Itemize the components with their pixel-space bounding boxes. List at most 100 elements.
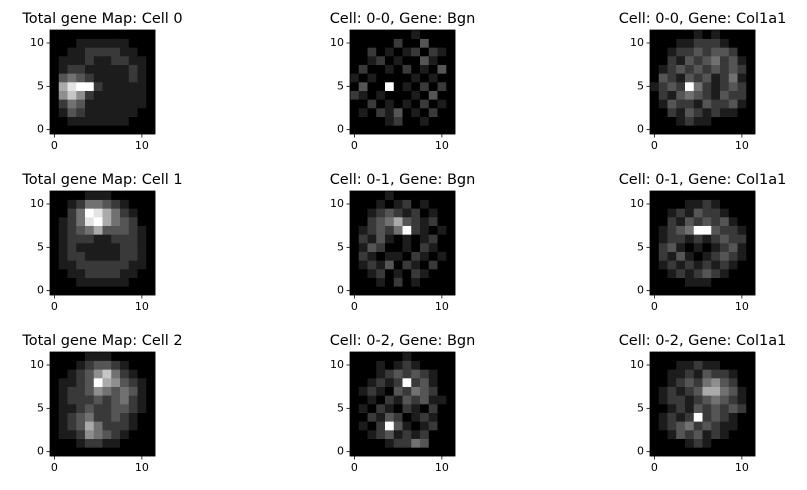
heatmap-cell bbox=[702, 90, 712, 100]
heatmap-cell bbox=[711, 438, 721, 448]
heatmap-cell bbox=[393, 217, 403, 226]
heatmap-cell bbox=[58, 217, 68, 226]
heatmap-cell bbox=[420, 421, 430, 431]
heatmap-cell bbox=[137, 352, 147, 361]
heatmap-cell bbox=[93, 386, 103, 396]
heatmap-cell bbox=[411, 191, 421, 200]
heatmap-cell bbox=[367, 208, 377, 218]
heatmap-cell bbox=[746, 386, 756, 396]
heatmap-cell bbox=[658, 108, 668, 117]
heatmap-cell bbox=[67, 386, 77, 396]
heatmap-cell bbox=[58, 378, 68, 387]
heatmap-cell bbox=[402, 108, 412, 117]
heatmap-cell bbox=[402, 191, 412, 200]
heatmap-cell bbox=[685, 116, 695, 126]
heatmap-cell bbox=[50, 56, 60, 65]
heatmap-cell bbox=[58, 277, 68, 287]
heatmap-cell bbox=[120, 125, 130, 135]
heatmap-cell bbox=[428, 269, 438, 278]
heatmap-cell bbox=[111, 99, 121, 109]
heatmap-cell bbox=[128, 90, 138, 100]
heatmap-cell bbox=[137, 90, 147, 100]
heatmap-cell bbox=[437, 82, 447, 91]
heatmap-cell bbox=[711, 404, 721, 413]
heatmap-cell bbox=[685, 47, 695, 57]
heatmap-cell bbox=[428, 378, 438, 387]
heatmap-cell bbox=[350, 30, 360, 39]
heatmap-cell bbox=[667, 225, 677, 235]
heatmap-cell bbox=[350, 251, 360, 261]
heatmap-cell bbox=[720, 30, 730, 39]
heatmap-cell bbox=[402, 430, 412, 439]
heatmap-cell bbox=[737, 395, 747, 405]
heatmap-cell bbox=[385, 208, 395, 218]
heatmap-cell bbox=[128, 108, 138, 117]
heatmap-cell bbox=[667, 260, 677, 270]
heatmap-cell bbox=[685, 360, 695, 370]
heatmap-cell bbox=[411, 225, 421, 235]
heatmap-cell bbox=[393, 47, 403, 57]
heatmap-cell bbox=[685, 125, 695, 135]
heatmap-cell bbox=[711, 99, 721, 109]
heatmap-cell bbox=[650, 225, 660, 235]
heatmap-cell bbox=[76, 386, 86, 396]
heatmap-cell bbox=[128, 217, 138, 226]
heatmap-cell bbox=[402, 404, 412, 413]
heatmap-cell bbox=[376, 90, 386, 100]
heatmap-cell bbox=[50, 286, 60, 296]
heatmap-cell bbox=[446, 404, 456, 413]
heatmap-cell bbox=[676, 90, 686, 100]
heatmap-cell bbox=[376, 82, 386, 91]
heatmap-cell bbox=[402, 73, 412, 83]
heatmap-cell bbox=[658, 421, 668, 431]
heatmap-cell bbox=[420, 64, 430, 74]
heatmap-cell bbox=[658, 38, 668, 48]
heatmap-cell bbox=[393, 438, 403, 448]
heatmap-cell bbox=[85, 412, 95, 422]
heatmap-cell bbox=[393, 73, 403, 83]
heatmap-cell bbox=[693, 56, 703, 65]
heatmap-cell bbox=[702, 412, 712, 422]
heatmap-cell bbox=[146, 108, 156, 117]
heatmap-cell bbox=[428, 243, 438, 252]
heatmap-cell bbox=[720, 234, 730, 244]
heatmap-cell bbox=[667, 82, 677, 91]
heatmap-cell bbox=[120, 38, 130, 48]
heatmap-cell bbox=[393, 269, 403, 278]
heatmap-cell bbox=[437, 360, 447, 370]
heatmap-cell bbox=[58, 412, 68, 422]
heatmap-cell bbox=[76, 286, 86, 296]
y-tick-label: 0 bbox=[337, 284, 344, 297]
heatmap-cell bbox=[728, 64, 738, 74]
heatmap-cell bbox=[350, 352, 360, 361]
heatmap-cell bbox=[693, 208, 703, 218]
heatmap-cell bbox=[746, 430, 756, 439]
heatmap-cell bbox=[358, 234, 368, 244]
x-tick-label: 0 bbox=[351, 300, 358, 313]
heatmap-cell bbox=[676, 225, 686, 235]
heatmap-cell bbox=[702, 386, 712, 396]
heatmap-cell bbox=[367, 108, 377, 117]
heatmap-cell bbox=[676, 199, 686, 209]
y-tick-label: 5 bbox=[637, 79, 644, 92]
heatmap-cell bbox=[385, 125, 395, 135]
heatmap-cell bbox=[702, 286, 712, 296]
heatmap-cell bbox=[50, 99, 60, 109]
heatmap-cell bbox=[85, 404, 95, 413]
heatmap-cell bbox=[658, 116, 668, 126]
heatmap-cell bbox=[650, 251, 660, 261]
heatmap-cell bbox=[111, 108, 121, 117]
heatmap-cell bbox=[428, 38, 438, 48]
heatmap-cell bbox=[737, 430, 747, 439]
heatmap-cell bbox=[350, 82, 360, 91]
heatmap-cell bbox=[428, 99, 438, 109]
heatmap-cell bbox=[58, 286, 68, 296]
heatmap-cell bbox=[650, 269, 660, 278]
heatmap-cell bbox=[350, 234, 360, 244]
heatmap-cell bbox=[76, 234, 86, 244]
heatmap-cell bbox=[720, 90, 730, 100]
heatmap-cell bbox=[385, 116, 395, 126]
heatmap-cell bbox=[76, 108, 86, 117]
heatmap-cell bbox=[50, 73, 60, 83]
heatmap-cell bbox=[111, 125, 121, 135]
